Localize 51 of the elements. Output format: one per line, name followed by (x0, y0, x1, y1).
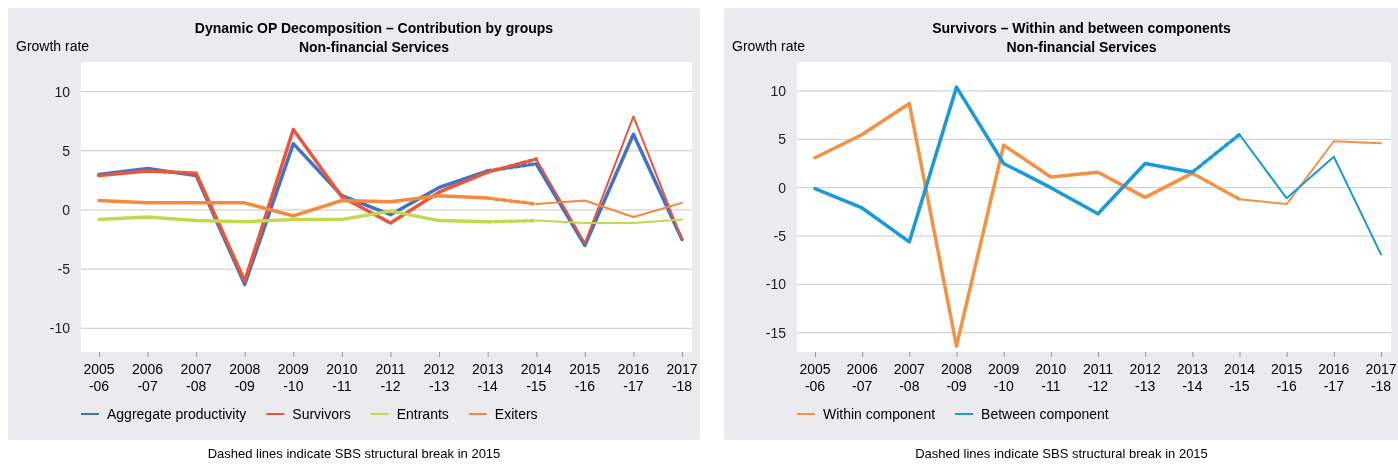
y-tick-label: 5 (778, 131, 787, 148)
x-tick-label: 2016 -17 (617, 361, 650, 394)
x-tick-label: 2008 -09 (229, 361, 261, 394)
y-tick-label: 0 (778, 179, 787, 196)
y-tick-label: -10 (49, 320, 71, 337)
legend-label: Within component (823, 406, 936, 422)
x-tick-label: 2005 -06 (83, 361, 115, 394)
x-tick-label: 2012 -13 (1129, 361, 1161, 394)
x-tick-label: 2007 -08 (893, 361, 926, 394)
legend-label: Survivors (292, 406, 351, 422)
x-tick-label: 2005 -06 (799, 361, 831, 394)
legend-label: Entrants (396, 406, 449, 422)
legend-label: Exiters (494, 406, 538, 422)
y-tick-label: -15 (765, 324, 787, 341)
x-tick-label: 2006 -07 (132, 361, 164, 394)
chart-title: Survivors – Within and between components (932, 20, 1231, 36)
y-tick-label: -5 (57, 261, 71, 278)
x-tick-label: 2015 -16 (1271, 361, 1303, 394)
text: Dashed lines indicate SBS structural break in 2015 (207, 446, 501, 461)
chart-title: Dynamic OP Decomposition – Contribution by groups (194, 20, 554, 36)
x-tick-label: 2011 -12 (1082, 361, 1114, 394)
x-tick-label: 2014 -15 (1223, 361, 1256, 394)
x-tick-label: 2006 -07 (846, 361, 878, 394)
legend-label: Between component (981, 406, 1109, 422)
x-tick-label: 2017 -18 (666, 361, 698, 394)
y-tick-label: -10 (765, 276, 787, 293)
x-tick-label: 2007 -08 (180, 361, 212, 394)
y-axis-title: Growth rate (732, 38, 806, 54)
x-tick-label: 2010 -11 (1035, 361, 1067, 394)
y-axis-title: Growth rate (16, 38, 90, 54)
x-tick-label: 2012 -13 (423, 361, 455, 394)
x-tick-label: 2009 -10 (277, 361, 310, 394)
x-tick-label: 2017 -18 (1365, 361, 1397, 394)
x-tick-label: 2016 -17 (1318, 361, 1350, 394)
x-tick-label: 2013 -14 (472, 361, 504, 394)
chart-subtitle: Non-financial Services (298, 39, 450, 55)
chart-subtitle: Non-financial Services (1006, 39, 1157, 55)
y-tick-label: 0 (62, 201, 71, 218)
legend-label: Aggregate productivity (107, 406, 247, 422)
y-tick-label: 5 (62, 142, 71, 159)
x-tick-label: 2015 -16 (569, 361, 601, 394)
y-tick-label: 10 (54, 83, 71, 100)
x-tick-label: 2013 -14 (1176, 361, 1209, 394)
x-tick-label: 2011 -12 (375, 361, 406, 394)
x-tick-label: 2009 -10 (988, 361, 1020, 394)
y-tick-label: -5 (773, 227, 787, 244)
x-tick-label: 2008 -09 (940, 361, 973, 394)
y-tick-label: 10 (770, 82, 787, 99)
x-tick-label: 2014 -15 (520, 361, 553, 394)
text: Dashed lines indicate SBS structural break in 2015 (915, 446, 1208, 461)
x-tick-label: 2010 -11 (326, 361, 358, 394)
